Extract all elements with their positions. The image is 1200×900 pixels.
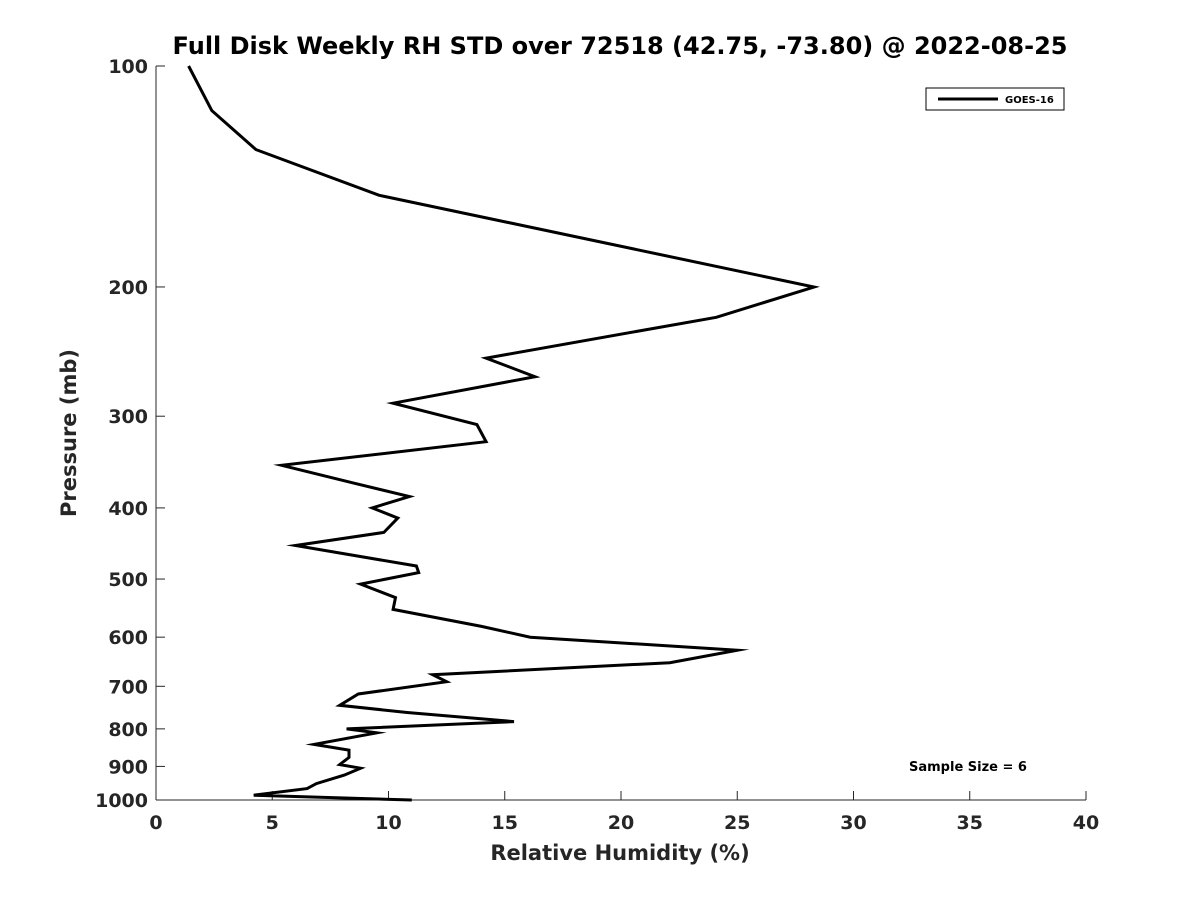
y-tick-label: 100 [108, 56, 148, 78]
x-tick-label: 15 [492, 812, 518, 834]
x-tick-label: 0 [149, 812, 162, 834]
x-tick-label: 10 [375, 812, 401, 834]
y-tick-label: 400 [108, 498, 148, 520]
x-tick-label: 5 [266, 812, 279, 834]
x-axis-label: Relative Humidity (%) [490, 841, 749, 865]
sample-size-annotation: Sample Size = 6 [909, 760, 1027, 775]
y-tick-label: 600 [108, 627, 148, 649]
x-tick-label: 35 [957, 812, 983, 834]
y-tick-label: 200 [108, 277, 148, 299]
y-axis-label: Pressure (mb) [57, 349, 81, 517]
chart-title: Full Disk Weekly RH STD over 72518 (42.7… [173, 32, 1068, 60]
y-tick-label: 500 [108, 569, 148, 591]
legend-label-goes-16: GOES-16 [1005, 95, 1054, 106]
x-tick-label: 25 [724, 812, 750, 834]
y-tick-label: 1000 [95, 790, 148, 812]
series-line-goes-16 [187, 65, 820, 802]
legend: GOES-16 [925, 87, 1065, 111]
y-tick-label: 800 [108, 719, 148, 741]
x-tick-label: 30 [840, 812, 866, 834]
x-tick-label: 20 [608, 812, 634, 834]
y-tick-label: 300 [108, 406, 148, 428]
x-tick-label: 40 [1073, 812, 1099, 834]
y-tick-label: 700 [108, 676, 148, 698]
y-tick-label: 900 [108, 756, 148, 778]
